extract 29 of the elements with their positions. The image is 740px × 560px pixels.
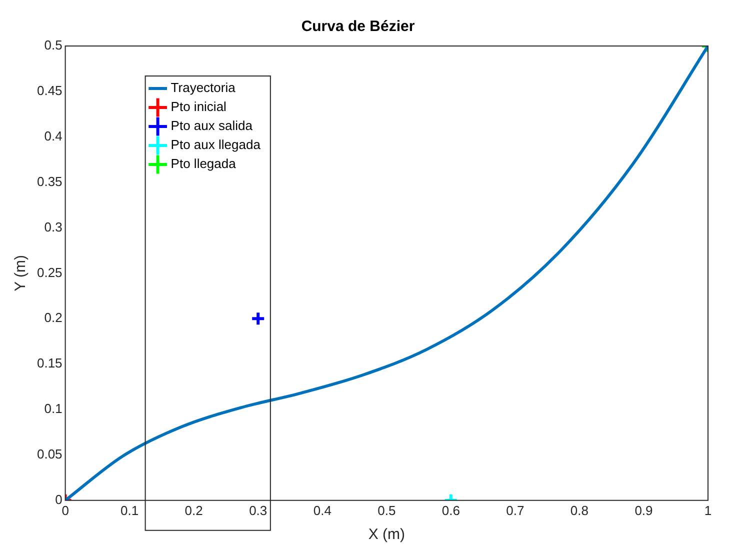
y-tick-label: 0 [55,492,62,507]
chart-title: Curva de Bézier [301,18,415,36]
x-tick-label: 0.4 [313,502,332,518]
legend-label: Pto llegada [170,156,237,172]
y-axis-title: Y (m) [12,255,30,292]
x-tick-label: 0.5 [378,502,396,518]
x-tick-label: 0.3 [249,502,268,518]
x-tick-label: 0.6 [442,502,460,518]
x-tick-label: 0.9 [634,502,653,518]
y-tick-label: 0.2 [44,310,62,326]
y-tick-label: 0.15 [36,356,62,371]
x-tick-label: 0.1 [120,502,139,518]
x-tick-label: 0.7 [506,502,524,518]
x-tick-label: 1 [704,502,712,518]
x-tick-label: 0.2 [184,502,203,518]
y-tick-label: 0.35 [36,174,62,189]
legend-label: Pto inicial [170,99,227,114]
legend-label: Pto aux llegada [170,137,262,152]
y-tick-label: 0.25 [36,264,62,280]
y-tick-label: 0.45 [36,83,62,98]
y-tick-label: 0.5 [44,38,62,53]
y-tick-label: 0.1 [44,401,62,416]
legend-label: Trayectoria [170,80,236,96]
y-tick-label: 0.05 [36,446,62,462]
x-axis-title: X (m) [368,526,405,544]
x-tick-label: 0.8 [570,502,588,518]
y-tick-label: 0.4 [44,128,62,144]
legend-label: Pto aux salida [170,118,254,134]
y-tick-label: 0.3 [44,219,62,234]
